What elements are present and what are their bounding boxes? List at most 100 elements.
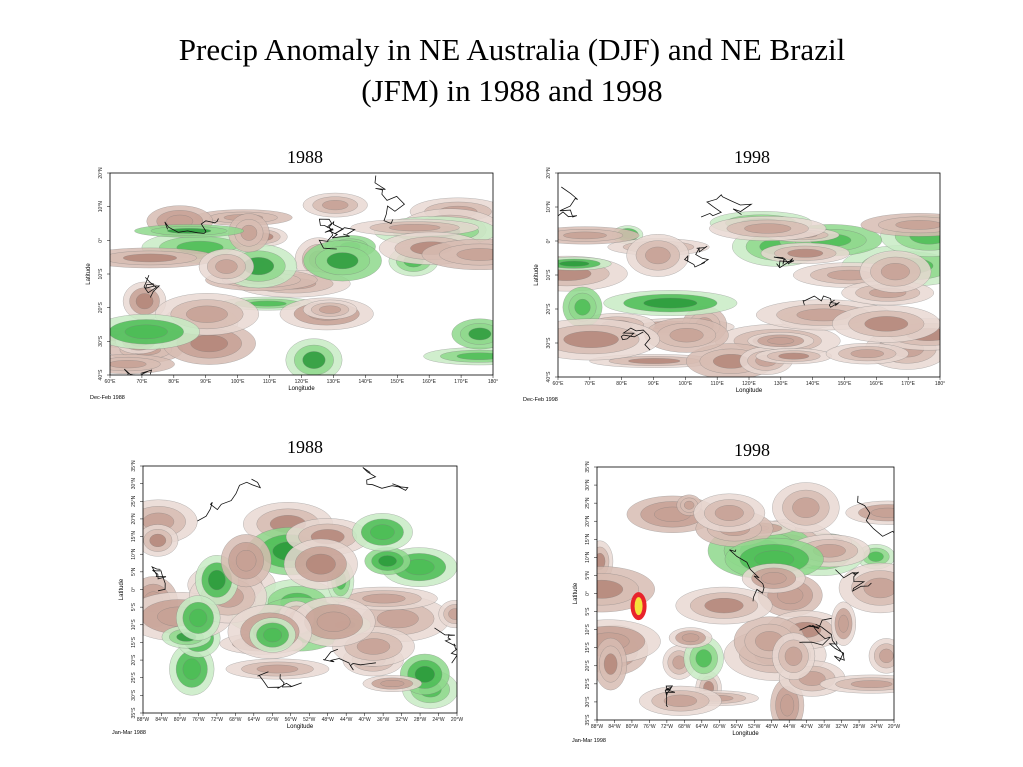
anomaly-contour — [559, 260, 590, 267]
y-axis-label: Latitude — [573, 582, 579, 604]
y-tick-label: 25°S — [585, 678, 591, 690]
x-tick-label: 40°W — [359, 717, 372, 723]
x-tick-label: 100°E — [231, 379, 245, 385]
y-tick-label: 5°N — [131, 567, 137, 576]
anomaly-contour — [792, 497, 820, 518]
anomaly-contour — [879, 648, 894, 663]
x-tick-label: 84°W — [608, 724, 621, 730]
anomaly-contour — [135, 293, 154, 310]
x-tick-label: 120°E — [295, 379, 309, 385]
x-tick-label: 150°E — [390, 379, 404, 385]
anomaly-contour — [215, 259, 238, 274]
anomaly-contour — [643, 297, 698, 309]
anomaly-contour — [356, 638, 391, 655]
x-axis-label: Longitude — [736, 388, 763, 394]
anomaly-contour — [110, 360, 147, 369]
x-tick-label: 72°W — [211, 717, 224, 723]
anomaly-contour — [663, 694, 698, 707]
x-tick-label: 64°W — [248, 717, 261, 723]
x-tick-label: 170°E — [454, 379, 468, 385]
anomaly-contour — [744, 223, 792, 234]
map-caption: Jan-Mar 1988 — [112, 730, 146, 736]
anomaly-contour — [850, 349, 884, 358]
y-tick-label: 10°N — [546, 201, 552, 213]
map-caption: Dec-Feb 1998 — [523, 397, 558, 403]
y-axis-label: Latitude — [119, 578, 125, 600]
x-tick-label: 180° — [488, 379, 498, 385]
anomaly-contour — [305, 553, 336, 575]
y-tick-label: 15°S — [585, 642, 591, 654]
y-tick-label: 40°S — [98, 369, 104, 381]
anomaly-contour — [563, 231, 607, 240]
map-panel: 1998 88°W 84°W 80°W 76°W 72°W 68°W 64°W 60°W 56°W… — [572, 440, 900, 744]
anomaly-contour — [208, 569, 226, 591]
x-tick-label: 100°E — [678, 381, 692, 387]
y-tick-label: 10°N — [98, 201, 104, 213]
anomaly-contour — [388, 224, 441, 232]
anomaly-contour — [456, 352, 493, 360]
anomaly-contour — [263, 627, 282, 643]
anomaly-contour — [316, 611, 351, 632]
panel-heading: 1988 — [287, 147, 323, 167]
anomaly-contour — [362, 593, 406, 604]
y-tick-label: 15°N — [585, 533, 591, 545]
x-tick-label: 44°W — [783, 724, 796, 730]
x-tick-label: 32°W — [835, 724, 848, 730]
x-tick-label: 170°E — [901, 381, 915, 387]
y-tick-label: 25°N — [131, 495, 137, 507]
y-tick-label: 20°N — [585, 515, 591, 527]
y-tick-label: 30°S — [546, 337, 552, 349]
y-tick-label: 30°S — [585, 696, 591, 708]
x-tick-label: 140°E — [806, 381, 820, 387]
anomaly-contour — [563, 330, 619, 348]
y-tick-label: 5°N — [585, 571, 591, 580]
anomaly-contour — [838, 614, 849, 633]
anomaly-contour — [628, 358, 681, 364]
anomaly-contour — [124, 324, 168, 340]
x-tick-label: 88°W — [591, 724, 604, 730]
x-tick-label: 150°E — [838, 381, 852, 387]
y-tick-label: 25°N — [585, 497, 591, 509]
x-tick-label: 24°W — [870, 724, 883, 730]
coastline — [151, 467, 457, 689]
x-tick-label: 80°E — [168, 379, 180, 385]
y-tick-label: 10°S — [98, 268, 104, 280]
anomaly-contour — [448, 608, 457, 620]
x-axis-label: Longitude — [732, 731, 759, 737]
anomaly-contour — [597, 580, 624, 599]
anomaly-contour — [870, 507, 894, 518]
x-tick-label: 60°W — [713, 724, 726, 730]
x-tick-label: 130°E — [774, 381, 788, 387]
anomaly-contour — [864, 316, 909, 332]
anomaly-contour — [456, 248, 493, 261]
x-tick-label: 160°E — [869, 381, 883, 387]
x-tick-label: 120°E — [742, 381, 756, 387]
y-tick-label: 5°S — [585, 607, 591, 616]
y-tick-label: 10°S — [546, 269, 552, 281]
x-tick-label: 52°W — [303, 717, 316, 723]
anomaly-contour — [468, 327, 492, 341]
anomaly-contour — [123, 253, 177, 263]
map-area — [143, 466, 457, 713]
x-tick-label: 28°W — [414, 717, 427, 723]
x-tick-label: 56°W — [731, 724, 744, 730]
x-tick-label: 48°W — [766, 724, 779, 730]
anomaly-contour — [704, 598, 744, 614]
anomaly-contour — [778, 352, 810, 360]
x-tick-label: 180° — [935, 381, 945, 387]
anomaly-contour — [850, 680, 893, 688]
y-tick-label: 35°S — [131, 707, 137, 719]
anomaly-contour — [863, 577, 894, 599]
y-tick-label: 20°S — [131, 654, 137, 666]
anomaly-contour — [784, 646, 803, 666]
y-tick-label: 20°S — [585, 660, 591, 672]
x-tick-label: 68°W — [678, 724, 691, 730]
x-tick-label: 48°W — [322, 717, 335, 723]
anomaly-contour — [326, 252, 359, 270]
x-tick-label: 28°W — [853, 724, 866, 730]
x-tick-label: 64°W — [696, 724, 709, 730]
anomaly-contour — [319, 305, 342, 314]
x-tick-label: 52°W — [748, 724, 761, 730]
y-tick-label: 30°S — [131, 689, 137, 701]
x-tick-label: 80°E — [616, 381, 628, 387]
